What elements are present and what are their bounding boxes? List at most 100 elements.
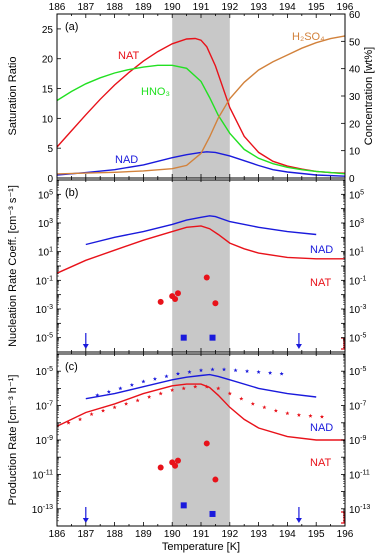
star-point — [268, 370, 273, 375]
star-point — [77, 417, 83, 422]
y-tick-label: 15 — [42, 85, 54, 96]
star-point — [319, 414, 325, 419]
data-point-circle — [172, 295, 179, 302]
y-tick-label: 10 — [42, 114, 54, 125]
y-tick-label-right: 10-1 — [349, 275, 366, 287]
y-tick-label: 105 — [38, 189, 53, 201]
panel-label-a: (a) — [65, 21, 78, 33]
star-point — [273, 408, 278, 413]
x-tick-label-top: 188 — [106, 2, 123, 13]
y-axis-label-c: Production Rate [cm⁻³ h⁻¹] — [7, 375, 19, 506]
star-point — [233, 368, 238, 373]
x-tick-label-top: 187 — [77, 2, 94, 13]
y-tick-label-right: 10-11 — [349, 469, 370, 481]
data-point-circle — [157, 298, 164, 305]
y-tick-label-right: 10-5 — [349, 366, 366, 378]
y-tick-label: 0 — [47, 174, 53, 185]
arrow-head — [82, 344, 89, 349]
y-tick-label-right: 20 — [349, 119, 361, 130]
series-nad-a — [56, 151, 346, 177]
series-label: HNO₃ — [141, 86, 170, 98]
data-point-circle — [174, 290, 181, 297]
series-label: NAD — [310, 244, 333, 256]
star-point — [187, 369, 192, 374]
panel-label-c: (c) — [65, 361, 78, 373]
star-point — [216, 386, 221, 391]
star-point — [124, 401, 129, 406]
y-tick-label: 10-7 — [36, 401, 53, 413]
x-tick-label-bottom: 194 — [279, 529, 296, 540]
star-point — [170, 387, 175, 392]
star-point — [141, 379, 146, 384]
star-point — [135, 398, 140, 403]
y-tick-label-right: 103 — [349, 218, 364, 230]
x-tick-label-bottom: 190 — [164, 529, 181, 540]
data-point-circle — [212, 476, 219, 483]
x-tick-label-top: 196 — [337, 2, 354, 13]
star-point — [239, 396, 244, 401]
data-point-circle — [212, 300, 219, 307]
data-point-circle — [174, 457, 181, 464]
panel-label-b: (b) — [65, 187, 78, 199]
star-point — [221, 367, 227, 372]
y-axis-label-b: Nucleation Rate Coeff. [cm⁻³ s⁻¹] — [7, 185, 19, 347]
x-tick-label-top: 189 — [135, 2, 152, 13]
star-point — [285, 411, 290, 416]
star-point — [147, 394, 152, 399]
data-point-square — [209, 334, 216, 341]
star-point — [256, 369, 261, 374]
series-nat-c — [56, 383, 345, 441]
series-hno3-a — [56, 64, 346, 175]
series-nat-a — [56, 37, 346, 174]
y-tick-label-right: 101 — [349, 247, 364, 259]
star-point — [95, 393, 100, 398]
star-point — [262, 405, 267, 410]
star-point — [158, 391, 163, 396]
star-point — [89, 412, 94, 416]
star-point — [181, 386, 186, 391]
data-point-circle — [203, 440, 210, 447]
x-tick-label-top: 190 — [164, 2, 181, 13]
y-tick-label: 103 — [38, 218, 53, 230]
star-point — [66, 420, 71, 425]
x-tick-label-bottom: 187 — [77, 529, 94, 540]
star-point — [152, 376, 158, 381]
data-point-square — [180, 502, 187, 509]
x-tick-label-top: 193 — [250, 2, 267, 13]
data-point-square — [209, 510, 216, 517]
y-tick-label-right: 10-5 — [349, 333, 366, 345]
y-tick-label-right: 50 — [349, 37, 361, 48]
series-label: NAT — [310, 457, 331, 469]
y-tick-label-right: 105 — [349, 189, 364, 201]
star-point — [204, 384, 209, 389]
y-tick-label-right: 40 — [349, 65, 361, 76]
y-tick-label: 10-5 — [36, 366, 53, 378]
x-tick-label-bottom: 186 — [49, 529, 66, 540]
y-tick-label: 10-1 — [36, 275, 53, 287]
star-point — [129, 382, 134, 387]
y-tick-label-right: 0 — [349, 174, 355, 185]
series-nat-b — [56, 225, 345, 274]
star-point — [118, 386, 123, 391]
series-label: NAT — [118, 50, 139, 62]
x-axis-label: Temperature [K] — [162, 541, 240, 553]
y-tick-label: 101 — [38, 247, 53, 259]
y-tick-label-right: 10-9 — [349, 435, 366, 447]
star-point — [100, 408, 106, 413]
y-tick-label: 10-9 — [36, 435, 53, 447]
star-point — [175, 371, 181, 376]
data-point-circle — [172, 462, 179, 469]
y-tick-label: 10-11 — [32, 469, 53, 481]
x-tick-label-bottom: 192 — [221, 529, 238, 540]
y-tick-label: 25 — [42, 25, 54, 36]
y-tick-label: 20 — [42, 55, 54, 66]
series-label: NAD — [310, 422, 333, 434]
star-point — [308, 413, 313, 418]
y-axis-label-a: Saturation Ratio — [7, 57, 19, 136]
data-point-circle — [203, 274, 210, 281]
star-point — [227, 391, 232, 396]
series-label: NAD — [115, 154, 138, 166]
star-point — [164, 374, 169, 379]
star-point — [106, 389, 111, 394]
